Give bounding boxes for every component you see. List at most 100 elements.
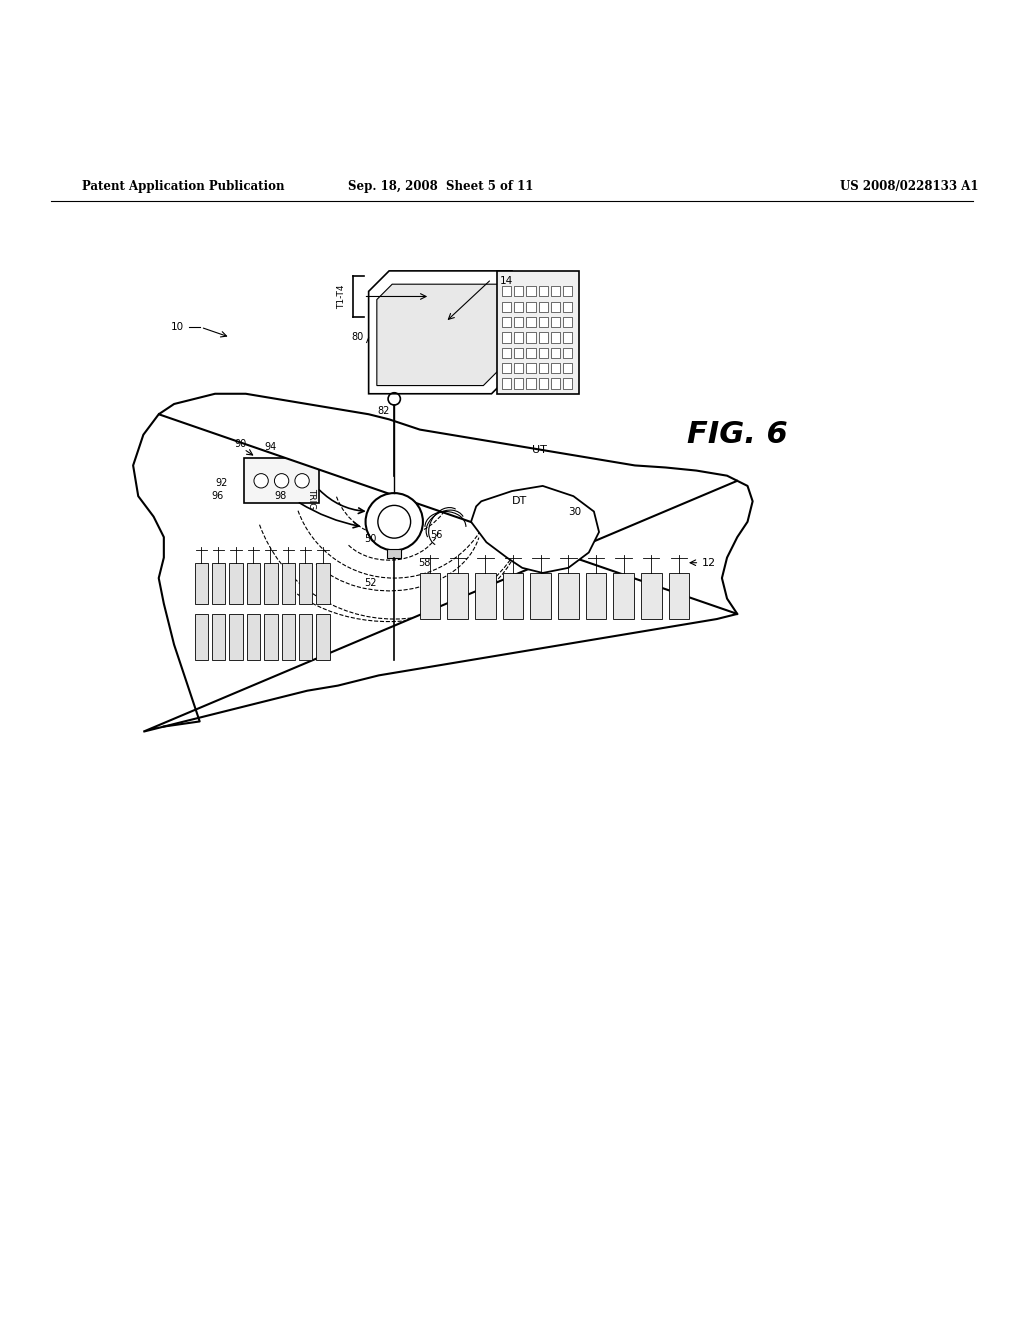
- Polygon shape: [264, 614, 278, 660]
- Polygon shape: [502, 363, 511, 374]
- Polygon shape: [526, 347, 536, 358]
- Polygon shape: [377, 284, 499, 385]
- Text: 94: 94: [264, 442, 276, 453]
- Polygon shape: [387, 549, 401, 557]
- Text: US 2008/0228133 A1: US 2008/0228133 A1: [840, 181, 978, 194]
- Text: 30: 30: [568, 507, 582, 516]
- Polygon shape: [563, 286, 572, 297]
- Text: DT: DT: [512, 496, 527, 507]
- Polygon shape: [539, 317, 548, 327]
- Polygon shape: [539, 379, 548, 388]
- Polygon shape: [551, 286, 560, 297]
- Polygon shape: [212, 562, 225, 603]
- Polygon shape: [195, 562, 208, 603]
- Circle shape: [366, 494, 423, 550]
- Polygon shape: [551, 347, 560, 358]
- Polygon shape: [212, 614, 225, 660]
- Text: 92: 92: [215, 478, 227, 488]
- Polygon shape: [143, 393, 737, 731]
- Polygon shape: [282, 614, 295, 660]
- Text: FIG. 6: FIG. 6: [687, 420, 787, 449]
- Polygon shape: [563, 347, 572, 358]
- Polygon shape: [514, 301, 523, 312]
- Text: TRIG: TRIG: [307, 487, 316, 508]
- Polygon shape: [563, 363, 572, 374]
- Text: Patent Application Publication: Patent Application Publication: [82, 181, 285, 194]
- Polygon shape: [514, 333, 523, 343]
- Polygon shape: [526, 301, 536, 312]
- Polygon shape: [316, 614, 330, 660]
- Polygon shape: [447, 573, 468, 619]
- Polygon shape: [530, 573, 551, 619]
- Polygon shape: [502, 317, 511, 327]
- Polygon shape: [502, 379, 511, 388]
- Text: 90: 90: [234, 440, 247, 449]
- Polygon shape: [539, 301, 548, 312]
- Text: 12: 12: [701, 558, 716, 568]
- Polygon shape: [475, 573, 496, 619]
- Polygon shape: [586, 573, 606, 619]
- Polygon shape: [613, 573, 634, 619]
- Polygon shape: [669, 573, 689, 619]
- Polygon shape: [195, 614, 208, 660]
- Polygon shape: [299, 614, 312, 660]
- Polygon shape: [563, 379, 572, 388]
- Polygon shape: [229, 562, 243, 603]
- Polygon shape: [514, 286, 523, 297]
- Circle shape: [295, 474, 309, 488]
- Polygon shape: [514, 317, 523, 327]
- Polygon shape: [539, 286, 548, 297]
- Polygon shape: [503, 573, 523, 619]
- Polygon shape: [282, 562, 295, 603]
- Polygon shape: [497, 271, 579, 393]
- Text: 58: 58: [418, 557, 430, 568]
- Polygon shape: [420, 573, 440, 619]
- Polygon shape: [299, 562, 312, 603]
- Polygon shape: [471, 486, 599, 573]
- Text: T1-T4: T1-T4: [337, 284, 346, 309]
- Polygon shape: [247, 562, 260, 603]
- Polygon shape: [229, 614, 243, 660]
- Polygon shape: [502, 301, 511, 312]
- Text: 82: 82: [378, 407, 390, 416]
- Polygon shape: [539, 347, 548, 358]
- Polygon shape: [502, 286, 511, 297]
- Polygon shape: [514, 379, 523, 388]
- Polygon shape: [641, 573, 662, 619]
- Text: UT: UT: [532, 445, 548, 455]
- Polygon shape: [551, 317, 560, 327]
- Polygon shape: [539, 363, 548, 374]
- Polygon shape: [563, 333, 572, 343]
- Polygon shape: [551, 363, 560, 374]
- FancyBboxPatch shape: [244, 458, 319, 503]
- Polygon shape: [514, 363, 523, 374]
- Polygon shape: [514, 347, 523, 358]
- Polygon shape: [526, 317, 536, 327]
- Polygon shape: [551, 379, 560, 388]
- Text: 50: 50: [365, 535, 377, 544]
- Polygon shape: [264, 562, 278, 603]
- Polygon shape: [539, 333, 548, 343]
- Text: 80: 80: [351, 333, 364, 342]
- Polygon shape: [526, 363, 536, 374]
- Polygon shape: [502, 333, 511, 343]
- Polygon shape: [316, 562, 330, 603]
- Text: 96: 96: [211, 491, 223, 502]
- Polygon shape: [526, 333, 536, 343]
- Polygon shape: [563, 301, 572, 312]
- Circle shape: [274, 474, 289, 488]
- Polygon shape: [502, 347, 511, 358]
- Text: 52: 52: [365, 578, 377, 589]
- Text: 14: 14: [501, 276, 513, 286]
- Polygon shape: [558, 573, 579, 619]
- Text: 98: 98: [274, 491, 287, 502]
- Text: Sep. 18, 2008  Sheet 5 of 11: Sep. 18, 2008 Sheet 5 of 11: [347, 181, 534, 194]
- Polygon shape: [526, 379, 536, 388]
- Polygon shape: [563, 317, 572, 327]
- Polygon shape: [551, 333, 560, 343]
- Polygon shape: [551, 301, 560, 312]
- Text: 10: 10: [171, 322, 184, 333]
- Circle shape: [254, 474, 268, 488]
- Polygon shape: [247, 614, 260, 660]
- Polygon shape: [526, 286, 536, 297]
